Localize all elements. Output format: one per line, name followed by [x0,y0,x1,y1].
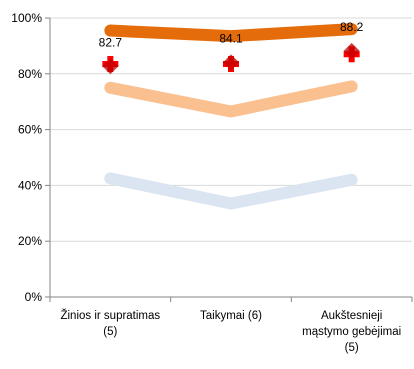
data-label: 82.7 [99,35,123,49]
series-line-1 [104,80,358,118]
y-tick-label: 0% [25,290,43,304]
series-line-0 [104,23,358,43]
label-layer: 82.7 84.1 88.2 [99,20,364,49]
y-tick-label: 20% [18,234,42,248]
diamond-marker-point [223,54,239,71]
series-layer [104,23,358,210]
diamond-marker-point [102,58,119,75]
axis-layer: 0% 20% 40% 60% 80% 100% Žinios ir supratimas (5… [11,11,413,354]
x-tick-label: Žinios ir supratimas (5) [60,309,160,338]
series-line-2 [104,172,358,210]
data-label: 84.1 [219,31,243,45]
marker-layer [102,42,360,75]
y-tick-label: 60% [18,123,42,137]
data-label: 88.2 [340,20,364,34]
y-tick-label: 40% [18,178,42,192]
x-tick-label: Aukštesnieji mąstymo gebėjimai (5) [302,310,401,354]
y-tick-label: 100% [11,11,42,25]
diamond-marker-point [343,42,360,59]
y-tick-label: 80% [18,67,42,81]
x-tick-label: Taikymai (6) [200,310,262,322]
